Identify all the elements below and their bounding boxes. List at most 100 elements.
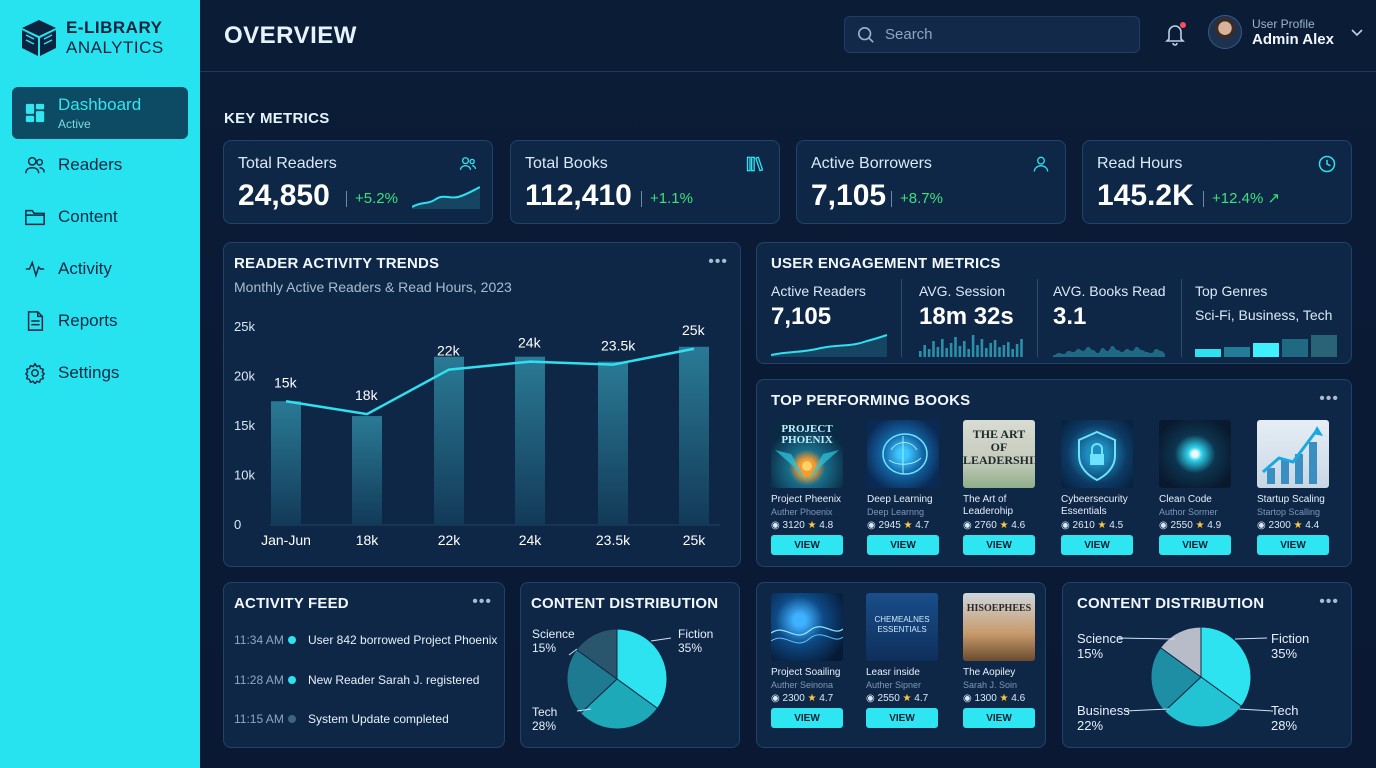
reader-activity-trends-panel: READER ACTIVITY TRENDS Monthly Active Re… [223, 242, 741, 567]
slice-name: Science [1077, 631, 1124, 646]
view-button[interactable]: VIEW [1257, 535, 1329, 555]
star-icon: ★ [1293, 520, 1303, 531]
book-cover [1159, 420, 1231, 488]
star-icon: ★ [807, 520, 817, 531]
feed-time: 11:15 AM [234, 712, 284, 726]
pie-slice [1200, 626, 1252, 708]
user-profile[interactable]: User Profile Admin Alex [1208, 15, 1364, 49]
sidebar-item-label: Dashboard [58, 95, 142, 114]
data-label: 23.5k [601, 338, 636, 354]
engagement-bar [945, 348, 948, 357]
sidebar-item-reports[interactable]: Reports [12, 295, 188, 347]
search-input[interactable] [885, 26, 1125, 43]
more-options-icon[interactable]: ••• [1319, 593, 1339, 610]
book-title-line2: Leaderohip [963, 506, 1014, 517]
sidebar-item-activity[interactable]: Activity [12, 243, 188, 295]
chart-bar [598, 361, 628, 525]
pie-label-fiction: Fiction 35% [1271, 631, 1309, 661]
profile-label: User Profile [1252, 16, 1315, 31]
feed-text: User 842 borrowed Project Phoenix [308, 633, 498, 647]
sidebar-item-readers[interactable]: Readers [12, 139, 188, 191]
metric-value: 112,410 [525, 179, 632, 212]
engagement-bar [919, 351, 922, 357]
y-tick-label: 25k [234, 319, 255, 334]
sidebar-item-content[interactable]: Content [12, 191, 188, 243]
view-button[interactable]: VIEW [866, 708, 938, 728]
x-tick-label: 23.5k [596, 532, 631, 548]
view-button[interactable]: VIEW [963, 708, 1035, 728]
engagement-bar [949, 343, 953, 357]
sidebar-nav: Dashboard Active Readers Content Activity… [12, 87, 188, 399]
book-card[interactable]: PROJECT PHOENIX Project Pheenix Auther P… [771, 420, 845, 555]
engagement-bar [993, 340, 997, 357]
panel-title: CONTENT DISTRIBUTION [531, 595, 719, 612]
engagement-bar [989, 343, 992, 357]
book-card[interactable]: Deep Learning Deep Learnng ◉ 2945 ★ 4.7 … [867, 420, 941, 555]
book-card[interactable]: CHEMEALNES ESSENTIALS Leasr inside Authe… [866, 593, 940, 728]
engagement-bar [954, 337, 957, 357]
sidebar-item-dashboard[interactable]: Dashboard Active [12, 87, 188, 139]
pie-slice [566, 648, 618, 714]
engagement-bar [976, 345, 979, 357]
book-cover [1061, 420, 1133, 488]
book-rating: 4.6 [1011, 693, 1026, 704]
x-tick-label: Jan-Jun [261, 532, 311, 548]
pie-label-science: Science 15% [532, 627, 575, 655]
metric-card-active-borrowers[interactable]: Active Borrowers 7,105 +8.7% [796, 140, 1066, 224]
slice-pct: 15% [1077, 646, 1104, 661]
engagement-bar [941, 339, 944, 357]
feed-time: 11:28 AM [234, 673, 284, 687]
notification-bell[interactable] [1164, 22, 1186, 46]
x-tick-label: 25k [683, 532, 707, 548]
eye-icon: ◉ [771, 693, 780, 704]
more-options-icon[interactable]: ••• [472, 593, 492, 610]
engagement-bar [1020, 339, 1023, 357]
eye-icon: ◉ [1061, 520, 1070, 531]
book-rating: 4.7 [915, 520, 930, 531]
slice-pct: 35% [678, 641, 703, 655]
more-options-icon[interactable]: ••• [708, 253, 728, 270]
view-button[interactable]: VIEW [1061, 535, 1133, 555]
engagement-bar [980, 339, 984, 357]
feed-dot [288, 636, 296, 644]
engagement-bar [927, 349, 931, 357]
sidebar-item-settings[interactable]: Settings [12, 347, 188, 399]
metric-value: 24,850 [238, 179, 330, 212]
engagement-value: 18m 32s [919, 303, 1014, 330]
slice-pct: 28% [1271, 718, 1298, 733]
book-card[interactable]: Clean Code Author Sormer ◉ 2550 ★ 4.9 VI… [1159, 420, 1233, 555]
pie-chart [566, 628, 668, 730]
engagement-bar [1007, 342, 1010, 357]
view-button[interactable]: VIEW [771, 535, 843, 555]
engagement-bar [1015, 344, 1019, 357]
chart-bar [679, 346, 709, 525]
search-box[interactable] [844, 16, 1140, 53]
pie-label-science: Science 15% [1077, 631, 1123, 661]
engagement-bar [971, 335, 975, 357]
book-card[interactable]: THE ART OF LEADERSHIP The Art of Leadero… [963, 420, 1037, 555]
pie-chart [1150, 626, 1252, 728]
growth-chart-image [1262, 426, 1323, 484]
view-button[interactable]: VIEW [867, 535, 939, 555]
chevron-down-icon[interactable] [1350, 25, 1364, 39]
book-title: Clean Code [1159, 494, 1212, 505]
lock-shield-icon [1078, 430, 1116, 482]
x-tick-label: 22k [438, 532, 462, 548]
view-button[interactable]: VIEW [1159, 535, 1231, 555]
metric-card-total-books[interactable]: Total Books 112,410 +1.1% [510, 140, 780, 224]
book-views: 2945 [878, 520, 901, 531]
y-tick-label: 0 [234, 517, 241, 532]
book-card[interactable]: Cybeersecurity Essentials ◉ 2610 ★ 4.5 V… [1061, 420, 1135, 555]
metric-change: +1.1% [641, 191, 693, 207]
view-button[interactable]: VIEW [771, 708, 843, 728]
data-label: 24k [518, 335, 542, 351]
metric-card-read-hours[interactable]: Read Hours 145.2K +12.4% ↗ [1082, 140, 1352, 224]
more-options-icon[interactable]: ••• [1319, 390, 1339, 407]
book-card[interactable]: Startup Scaling Startop Scalling ◉ 2300 … [1257, 420, 1331, 555]
star-icon: ★ [902, 693, 912, 704]
cube-book-icon [22, 20, 56, 56]
book-card[interactable]: HISOEPHEES The Aopiley Sarah J. Soin ◉ 1… [963, 593, 1037, 728]
view-button[interactable]: VIEW [963, 535, 1035, 555]
metric-card-total-readers[interactable]: Total Readers 24,850 +5.2% [223, 140, 493, 224]
book-card[interactable]: Project Soailing Auther Seinona ◉ 2300 ★… [771, 593, 845, 728]
